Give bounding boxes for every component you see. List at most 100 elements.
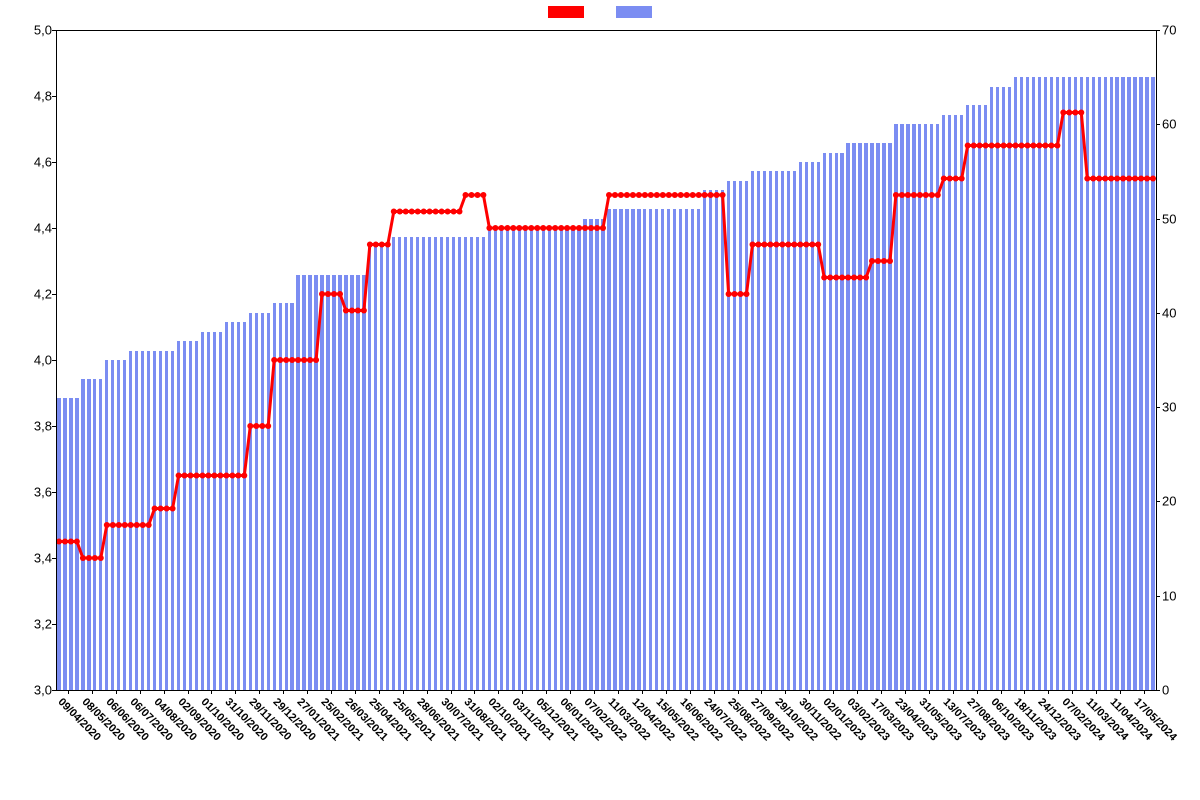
bar: [1038, 77, 1041, 690]
bar: [512, 228, 515, 690]
bar: [1104, 77, 1107, 690]
bar: [733, 181, 736, 690]
y-right-tick: 0: [1162, 683, 1200, 698]
bar: [721, 190, 724, 690]
line-marker: [469, 192, 475, 198]
bar: [518, 228, 521, 690]
bar: [1145, 77, 1148, 690]
bar: [858, 143, 861, 690]
bar: [619, 209, 622, 690]
bar: [356, 275, 359, 690]
bar: [338, 275, 341, 690]
line-marker: [427, 209, 433, 215]
bar: [984, 105, 987, 690]
bar: [799, 162, 802, 690]
bar: [344, 275, 347, 690]
line-marker: [451, 209, 457, 215]
bar: [267, 313, 270, 690]
bar: [948, 115, 951, 690]
y-right-tick: 40: [1162, 305, 1200, 320]
line-marker: [642, 192, 648, 198]
bar: [428, 237, 431, 690]
line-marker: [480, 192, 486, 198]
line-marker: [415, 209, 421, 215]
bar: [1139, 77, 1142, 690]
bar: [1074, 77, 1077, 690]
line-marker: [618, 192, 624, 198]
y-left-tick: 4,6: [12, 155, 52, 170]
bar: [75, 398, 78, 690]
line-marker: [457, 209, 463, 215]
bar: [201, 332, 204, 690]
bar: [775, 171, 778, 690]
bar: [1002, 87, 1005, 690]
bar: [1032, 77, 1035, 690]
bar: [530, 228, 533, 690]
bar: [655, 209, 658, 690]
bar: [1098, 77, 1101, 690]
bar: [1133, 77, 1136, 690]
line-marker: [409, 209, 415, 215]
bar: [506, 228, 509, 690]
bar: [835, 153, 838, 690]
bar: [308, 275, 311, 690]
y-left-tick: 5,0: [12, 23, 52, 38]
bar: [691, 209, 694, 690]
y-right-tick: 50: [1162, 211, 1200, 226]
bar: [601, 219, 604, 690]
bar: [560, 228, 563, 690]
bar: [213, 332, 216, 690]
bar: [1068, 77, 1071, 690]
bar: [1092, 77, 1095, 690]
bar: [494, 228, 497, 690]
bar: [380, 247, 383, 690]
bar: [470, 237, 473, 690]
bar: [942, 115, 945, 690]
bar: [954, 115, 957, 690]
bar: [888, 143, 891, 690]
bar: [996, 87, 999, 690]
bar: [105, 360, 108, 690]
y-right-tick: 20: [1162, 494, 1200, 509]
bar: [261, 313, 264, 690]
line-marker: [678, 192, 684, 198]
bar: [183, 341, 186, 690]
bar: [314, 275, 317, 690]
y-left-tick: 3,6: [12, 485, 52, 500]
bar: [673, 209, 676, 690]
bar: [781, 171, 784, 690]
bar: [649, 209, 652, 690]
bar: [440, 237, 443, 690]
bar: [536, 228, 539, 690]
line-marker: [463, 192, 469, 198]
line-marker: [654, 192, 660, 198]
bar: [69, 398, 72, 690]
bar: [906, 124, 909, 690]
bar: [894, 124, 897, 690]
bar: [117, 360, 120, 690]
plot-area: [56, 30, 1156, 690]
bar: [482, 237, 485, 690]
bar: [978, 105, 981, 690]
bar: [1086, 77, 1089, 690]
bar: [290, 303, 293, 690]
line-marker: [690, 192, 696, 198]
bar: [966, 105, 969, 690]
bar: [153, 351, 156, 690]
legend-item-line: [548, 6, 584, 18]
line-marker: [648, 192, 654, 198]
line-marker: [666, 192, 672, 198]
bar: [392, 237, 395, 690]
bar: [607, 209, 610, 690]
bar: [542, 228, 545, 690]
legend-swatch-bar: [616, 6, 652, 18]
bar: [225, 322, 228, 690]
bar: [697, 209, 700, 690]
bar: [434, 237, 437, 690]
line-marker: [660, 192, 666, 198]
bar: [643, 209, 646, 690]
chart-container: 3,03,23,43,63,84,04,24,44,64,85,0 010203…: [0, 0, 1200, 800]
bar: [374, 247, 377, 690]
bar: [751, 171, 754, 690]
y-right-tick: 10: [1162, 588, 1200, 603]
